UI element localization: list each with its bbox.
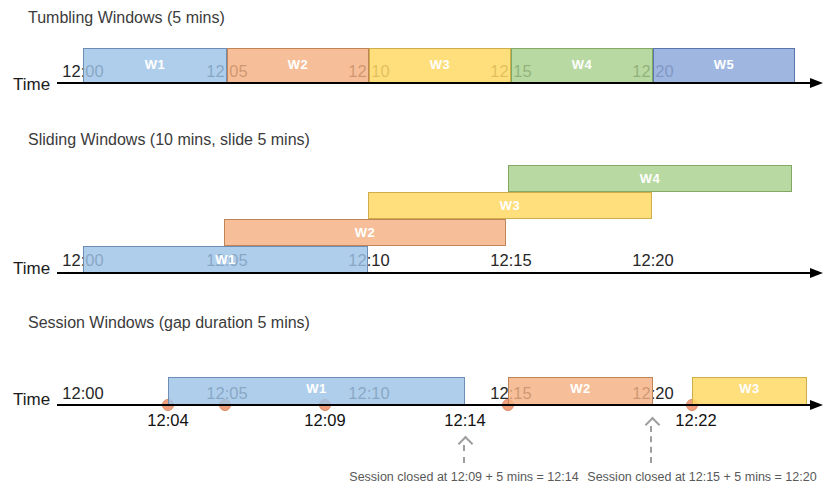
session-event-time: 12:22 [666,411,726,430]
sliding-window-box-w3: W3 [368,192,652,219]
window-label: W2 [570,381,591,396]
windowing-diagram: Tumbling Windows (5 mins) Time 12:00 12:… [0,0,829,498]
window-label: W2 [355,225,376,240]
tumbling-window-box-w3: W3 [369,48,511,84]
session-timeline-arrowhead-icon [810,400,823,410]
window-label: W1 [215,252,236,267]
sliding-window-box-w4: W4 [508,165,792,192]
sliding-time-axis-label: Time [13,259,50,279]
session-window-box-w3: W3 [692,377,807,405]
tumbling-window-box-w2: W2 [227,48,369,84]
sliding-window-box-w1: W1 [83,246,368,273]
tumbling-section-title: Tumbling Windows (5 mins) [28,9,225,27]
session-tick: 12:00 [60,384,106,403]
window-label: W4 [572,57,593,72]
window-label: W3 [430,57,451,72]
window-label: W3 [500,198,521,213]
window-label: W1 [145,57,166,72]
sliding-timeline-arrowhead-icon [810,268,823,278]
sliding-window-box-w2: W2 [224,219,506,246]
session-event-time: 12:14 [435,411,495,430]
tumbling-timeline-arrowhead-icon [810,78,823,88]
window-label: W1 [306,381,327,396]
sliding-section-title: Sliding Windows (10 mins, slide 5 mins) [28,131,310,149]
window-label: W3 [739,381,760,396]
sliding-tick: 12:15 [488,251,534,270]
session-time-axis-label: Time [13,390,50,410]
dashed-up-arrowhead-icon [458,436,474,452]
dashed-callout-line [650,426,652,463]
window-label: W4 [640,171,661,186]
session-timeline [57,404,810,406]
tumbling-window-box-w4: W4 [511,48,653,84]
window-label: W5 [714,57,735,72]
sliding-timeline [57,272,810,274]
tumbling-window-box-w1: W1 [83,48,227,84]
session-event-time: 12:04 [138,411,198,430]
session-event-time: 12:09 [295,411,355,430]
session-closed-annotation: Session closed at 12:09 + 5 mins = 12:14 [344,470,584,484]
tumbling-window-box-w5: W5 [653,48,795,84]
dashed-callout-line [463,445,465,463]
sliding-tick: 12:20 [630,251,676,270]
tumbling-time-axis-label: Time [13,75,50,95]
session-section-title: Session Windows (gap duration 5 mins) [28,314,310,332]
window-label: W2 [288,57,309,72]
session-closed-annotation: Session closed at 12:15 + 5 mins = 12:20 [582,470,822,484]
session-window-box-w1: W1 [168,377,465,405]
session-window-box-w2: W2 [508,377,653,405]
tumbling-timeline [57,82,810,84]
dashed-up-arrowhead-icon [645,417,661,433]
